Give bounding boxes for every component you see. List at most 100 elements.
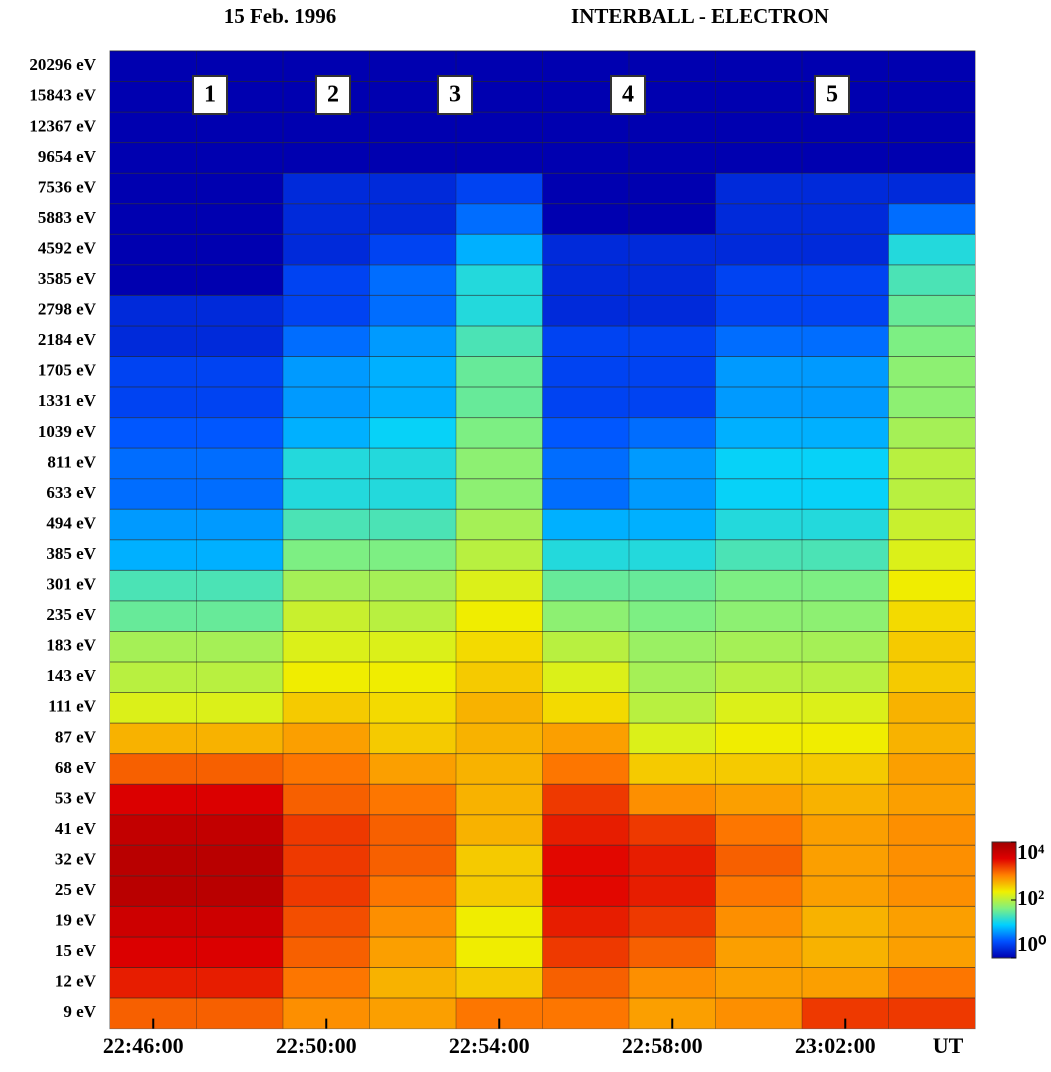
heatmap-cell xyxy=(888,753,975,785)
heatmap-cell xyxy=(110,51,197,82)
heatmap-cell xyxy=(542,723,629,754)
heatmap-cell xyxy=(629,448,716,479)
heatmap-cell xyxy=(715,723,802,754)
heatmap-cell xyxy=(283,112,370,143)
heatmap-cell xyxy=(110,906,197,937)
heatmap-cell xyxy=(456,936,543,968)
heatmap-cell xyxy=(629,784,716,815)
heatmap-cell xyxy=(456,142,543,174)
heatmap-cell xyxy=(888,417,975,449)
heatmap-cell xyxy=(110,203,197,235)
heatmap-cell xyxy=(888,112,975,143)
heatmap-cell xyxy=(888,662,975,693)
heatmap-cell xyxy=(715,570,802,601)
y-tick-label: 12 eV xyxy=(55,972,97,991)
heatmap-cell xyxy=(888,631,975,662)
heatmap-cell xyxy=(110,387,197,418)
heatmap-cell xyxy=(715,662,802,693)
chart-title: 15 Feb. 1996 xyxy=(224,4,337,28)
y-tick-label: 25 eV xyxy=(55,880,97,899)
heatmap-cell xyxy=(629,539,716,571)
heatmap-cell xyxy=(456,814,543,846)
heatmap-cell xyxy=(283,631,370,662)
heatmap-cell xyxy=(629,112,716,143)
heatmap-cell xyxy=(196,600,283,632)
heatmap-cell xyxy=(715,539,802,571)
heatmap-cell xyxy=(888,936,975,968)
heatmap-cell xyxy=(456,967,543,999)
y-tick-label: 87 eV xyxy=(55,727,97,746)
heatmap-cell xyxy=(456,906,543,937)
heatmap-cell xyxy=(456,753,543,785)
heatmap-cell xyxy=(283,509,370,540)
heatmap-cell xyxy=(629,723,716,754)
heatmap-cell xyxy=(802,600,889,632)
heatmap-cell xyxy=(196,723,283,754)
heatmap-cell xyxy=(802,173,889,204)
heatmap-cell xyxy=(888,448,975,479)
annotation-box xyxy=(437,75,473,115)
heatmap-cell xyxy=(369,478,456,510)
annotation: 3 xyxy=(449,82,461,108)
heatmap-cell xyxy=(369,875,456,907)
heatmap-cell xyxy=(802,264,889,296)
y-tick-label: 1705 eV xyxy=(38,361,97,380)
heatmap-cell xyxy=(888,784,975,815)
heatmap-cell xyxy=(196,173,283,204)
heatmap-cell xyxy=(369,448,456,479)
heatmap-cell xyxy=(456,845,543,876)
heatmap-cell xyxy=(888,814,975,846)
heatmap-cell xyxy=(110,112,197,143)
heatmap-cell xyxy=(888,173,975,204)
heatmap-cell xyxy=(629,936,716,968)
heatmap-cell xyxy=(456,784,543,815)
heatmap-cell xyxy=(802,784,889,815)
heatmap-cell xyxy=(283,662,370,693)
heatmap-cell xyxy=(369,356,456,388)
heatmap-cell xyxy=(369,936,456,968)
heatmap-cell xyxy=(456,509,543,540)
heatmap-cell xyxy=(369,967,456,999)
heatmap-cell xyxy=(715,417,802,449)
heatmap-cell xyxy=(629,753,716,785)
heatmap-cell xyxy=(456,875,543,907)
heatmap-cell xyxy=(110,448,197,479)
heatmap-cell xyxy=(888,264,975,296)
heatmap-cell xyxy=(110,692,197,724)
heatmap-cell xyxy=(456,234,543,265)
heatmap-cell xyxy=(456,631,543,662)
heatmap-cell xyxy=(629,570,716,601)
heatmap-cell xyxy=(110,356,197,388)
heatmap-cell xyxy=(542,784,629,815)
heatmap-cell xyxy=(802,814,889,846)
heatmap-cell xyxy=(629,875,716,907)
heatmap-cell xyxy=(542,142,629,174)
heatmap-cell xyxy=(283,387,370,418)
heatmap-cell xyxy=(369,387,456,418)
heatmap-cell xyxy=(715,356,802,388)
heatmap-cell xyxy=(369,295,456,326)
heatmap-cell xyxy=(196,234,283,265)
heatmap-cell xyxy=(196,356,283,388)
heatmap-cell xyxy=(110,631,197,662)
heatmap-cell xyxy=(456,264,543,296)
heatmap-cell xyxy=(888,234,975,265)
x-unit-label: UT xyxy=(933,1033,964,1058)
heatmap-cell xyxy=(456,662,543,693)
x-tick-label: 22:46:00 xyxy=(103,1033,184,1058)
heatmap-cell xyxy=(542,906,629,937)
heatmap-cell xyxy=(283,600,370,632)
heatmap-cell xyxy=(802,875,889,907)
heatmap-cell xyxy=(283,142,370,174)
y-tick-label: 19 eV xyxy=(55,911,97,930)
heatmap-cell xyxy=(629,417,716,449)
heatmap-cell xyxy=(110,173,197,204)
y-tick-label: 53 eV xyxy=(55,788,97,807)
y-tick-label: 385 eV xyxy=(46,544,96,563)
heatmap-cell xyxy=(629,203,716,235)
heatmap-cell xyxy=(629,509,716,540)
heatmap-cell xyxy=(715,142,802,174)
heatmap-cell xyxy=(542,478,629,510)
heatmap-cell xyxy=(542,662,629,693)
